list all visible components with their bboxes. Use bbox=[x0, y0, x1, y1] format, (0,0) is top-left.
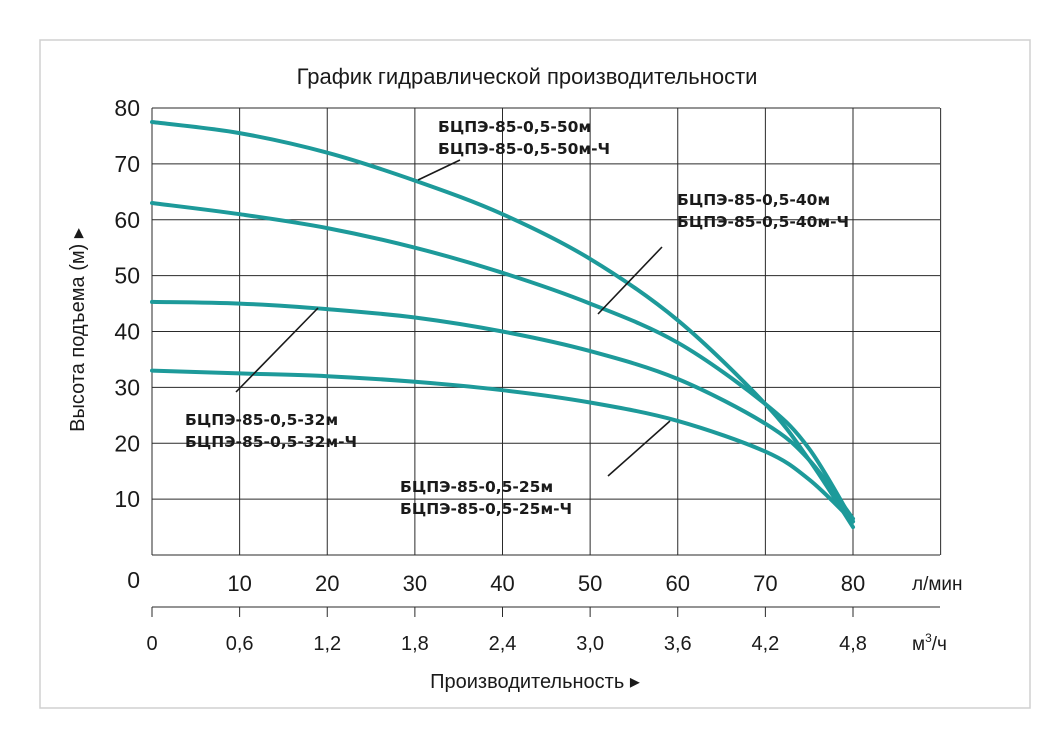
x-axis-label: Производительность ▸ bbox=[430, 671, 640, 693]
x-tick-label: 40 bbox=[490, 571, 514, 596]
x2-tick-label: 3,6 bbox=[664, 633, 692, 655]
x2-tick-label: 1,8 bbox=[401, 633, 429, 655]
leader-line bbox=[607, 420, 671, 477]
grid bbox=[151, 107, 942, 617]
series-label: БЦПЭ-85-0,5-32м bbox=[185, 411, 338, 429]
leader-line bbox=[417, 159, 461, 181]
x-tick-labels: 10 20 30 40 50 60 70 80 bbox=[227, 571, 865, 596]
curve-50m bbox=[150, 120, 855, 530]
x-tick-label: 10 bbox=[227, 571, 251, 596]
leader-line bbox=[235, 307, 319, 393]
y-tick-label: 50 bbox=[114, 263, 140, 289]
x-tick-label: 60 bbox=[666, 571, 690, 596]
series-label: БЦПЭ-85-0,5-40м bbox=[677, 191, 830, 209]
series-labels: БЦПЭ-85-0,5-50м БЦПЭ-85-0,5-50м-Ч БЦПЭ-85-… bbox=[185, 118, 849, 518]
x2-tick-label: 4,8 bbox=[839, 633, 867, 655]
y-tick-label: 30 bbox=[114, 374, 140, 400]
y-tick-label: 80 bbox=[114, 95, 140, 121]
series-label: БЦПЭ-85-0,5-50м bbox=[438, 118, 591, 136]
series-label: БЦПЭ-85-0,5-40м-Ч bbox=[677, 213, 849, 231]
x2-tick-labels: 0 0,6 1,2 1,8 2,4 3,0 3,6 4,2 4,8 bbox=[146, 633, 866, 655]
curves bbox=[150, 120, 855, 530]
x2-unit-tail: /ч bbox=[932, 634, 947, 655]
curve-25m bbox=[150, 368, 855, 524]
series-label: БЦПЭ-85-0,5-32м-Ч bbox=[185, 433, 357, 451]
y-tick-label: 0 bbox=[127, 567, 140, 593]
y-tick-label: 60 bbox=[114, 207, 140, 233]
y-tick-labels: 0 10 20 30 40 50 60 70 80 bbox=[114, 95, 140, 593]
leader-line bbox=[597, 246, 663, 315]
x2-tick-label: 0,6 bbox=[226, 633, 254, 655]
x2-tick-label: 3,0 bbox=[576, 633, 604, 655]
curve-40m bbox=[150, 201, 855, 524]
x2-tick-label: 2,4 bbox=[489, 633, 517, 655]
x-tick-label: 30 bbox=[403, 571, 427, 596]
series-label: БЦПЭ-85-0,5-50м-Ч bbox=[438, 140, 610, 158]
x2-tick-label: 1,2 bbox=[313, 633, 341, 655]
x2-tick-label: 4,2 bbox=[751, 633, 779, 655]
series-label: БЦПЭ-85-0,5-25м bbox=[400, 478, 553, 496]
y-tick-label: 20 bbox=[114, 430, 140, 456]
x-unit-label: л/мин bbox=[912, 574, 963, 595]
y-tick-label: 40 bbox=[114, 319, 140, 345]
x2-tick-label: 0 bbox=[146, 633, 157, 655]
leader-lines bbox=[235, 159, 671, 477]
x2-unit-main: м bbox=[912, 634, 925, 655]
x-tick-label: 20 bbox=[315, 571, 339, 596]
x-tick-label: 70 bbox=[753, 571, 777, 596]
series-label: БЦПЭ-85-0,5-25м-Ч bbox=[400, 500, 572, 518]
curve-32m bbox=[150, 299, 855, 521]
x2-unit-label: м3/ч bbox=[912, 631, 947, 655]
chart-title: График гидравлической производительности bbox=[297, 64, 758, 89]
x-tick-label: 80 bbox=[841, 571, 865, 596]
x-tick-label: 50 bbox=[578, 571, 602, 596]
y-tick-label: 70 bbox=[114, 151, 140, 177]
y-axis-label: Высота подъема (м) ▸ bbox=[67, 228, 89, 432]
x2-unit-sup: 3 bbox=[925, 631, 932, 645]
y-tick-label: 10 bbox=[114, 486, 140, 512]
